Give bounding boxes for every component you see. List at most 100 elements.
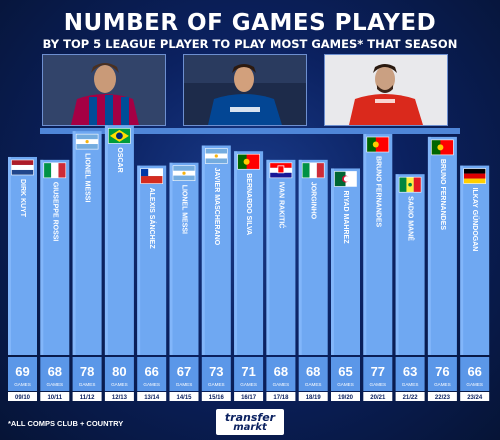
value-label: 71 xyxy=(241,364,255,379)
player-name: SADIO MANÉ xyxy=(407,196,416,241)
bar xyxy=(40,159,70,355)
messi-photo xyxy=(42,54,166,126)
season-box xyxy=(331,392,360,401)
season-box xyxy=(395,392,425,401)
player-name: ILKAY GÜNDOGAN xyxy=(471,188,480,252)
season-box xyxy=(72,392,102,401)
unit-label: GAMES xyxy=(337,382,354,387)
footnote: *ALL COMPS CLUB + COUNTRY xyxy=(8,419,124,428)
player-name: OSCAR xyxy=(116,147,123,172)
player-name: IVAN RAKITIĆ xyxy=(277,182,286,229)
bar-highlight xyxy=(266,159,270,355)
logo-text-bottom: markt xyxy=(233,421,267,433)
player-name: BRUNO FERNANDES xyxy=(439,159,446,231)
bar-highlight xyxy=(331,168,334,355)
value-label: 76 xyxy=(435,364,449,379)
bar-highlight xyxy=(395,174,399,355)
season-label: 23/24 xyxy=(467,395,483,401)
value-box xyxy=(72,357,102,391)
season-box xyxy=(8,392,37,401)
season-label: 15/16 xyxy=(209,395,225,401)
player-name: JORGINHO xyxy=(310,182,317,220)
flag-brazil-icon xyxy=(108,128,131,144)
unit-label: GAMES xyxy=(305,382,322,387)
season-box xyxy=(234,392,264,401)
player-name: LIONEL MESSI xyxy=(84,153,91,202)
bar xyxy=(234,151,264,355)
bar xyxy=(8,156,37,355)
bar-highlight xyxy=(460,165,464,355)
player-name: RIYAD MAHREZ xyxy=(342,190,349,244)
player-name: ALEXIS SÁNCHEZ xyxy=(148,188,157,250)
season-box xyxy=(40,392,70,401)
flag-argentina-icon xyxy=(172,165,196,182)
flag-italy-icon xyxy=(301,162,325,179)
value-box xyxy=(363,357,393,391)
unit-label: GAMES xyxy=(240,382,257,387)
value-box xyxy=(169,357,199,391)
value-box xyxy=(331,357,360,391)
season-label: 13/14 xyxy=(144,395,160,401)
unit-label: GAMES xyxy=(370,382,387,387)
season-box xyxy=(201,392,231,401)
season-box xyxy=(266,392,296,401)
season-box xyxy=(427,392,457,401)
season-label: 09/10 xyxy=(15,395,31,401)
player-name: LIONEL MESSI xyxy=(181,185,188,234)
bar xyxy=(169,162,199,355)
bar xyxy=(298,159,328,355)
season-label: 14/15 xyxy=(176,395,192,401)
transfermarkt-logo: transfer markt xyxy=(216,409,284,435)
value-label: 66 xyxy=(467,364,481,379)
flag-netherlands-icon xyxy=(11,159,34,176)
logo-text-top: transfer xyxy=(224,410,276,424)
chart-subtitle: BY TOP 5 LEAGUE PLAYER TO PLAY MOST GAME… xyxy=(42,37,458,51)
season-label: 11/12 xyxy=(80,395,95,401)
bar-highlight xyxy=(298,159,302,355)
season-label: 10/11 xyxy=(47,395,62,401)
bar-highlight xyxy=(8,156,11,355)
unit-label: GAMES xyxy=(466,382,483,387)
flag-argentina-icon xyxy=(205,148,228,164)
bar-highlight xyxy=(234,151,238,355)
flag-croatia-icon xyxy=(269,162,293,179)
unit-label: GAMES xyxy=(434,382,451,387)
value-label: 68 xyxy=(48,364,62,379)
bar xyxy=(137,165,167,355)
bar-highlight xyxy=(137,165,141,355)
bar-highlight xyxy=(40,159,44,355)
player-name: BRUNO FERNANDES xyxy=(374,156,381,228)
season-box xyxy=(169,392,199,401)
value-box xyxy=(266,357,296,391)
bruno-photo xyxy=(324,54,448,126)
flag-argentina-icon xyxy=(75,133,99,150)
season-box xyxy=(460,392,490,401)
unit-label: GAMES xyxy=(273,382,290,387)
value-box xyxy=(234,357,264,391)
value-box xyxy=(104,357,134,391)
flag-senegal-icon xyxy=(398,176,422,193)
bar-highlight xyxy=(72,131,76,355)
bar xyxy=(104,125,134,356)
season-box xyxy=(363,392,393,401)
value-box xyxy=(460,357,490,391)
season-box xyxy=(137,392,167,401)
value-label: 67 xyxy=(177,364,191,379)
flag-portugal-icon xyxy=(431,139,454,156)
value-label: 78 xyxy=(80,364,94,379)
value-label: 69 xyxy=(15,364,29,379)
bar xyxy=(72,131,102,355)
season-box xyxy=(298,392,328,401)
bar xyxy=(395,174,425,355)
season-label: 19/20 xyxy=(338,395,354,401)
unit-label: GAMES xyxy=(143,382,160,387)
unit-label: GAMES xyxy=(176,382,193,387)
unit-label: GAMES xyxy=(47,382,64,387)
season-label: 18/19 xyxy=(306,395,322,401)
unit-label: GAMES xyxy=(14,382,31,387)
value-box xyxy=(395,357,425,391)
value-label: 68 xyxy=(274,364,288,379)
value-box xyxy=(137,357,167,391)
